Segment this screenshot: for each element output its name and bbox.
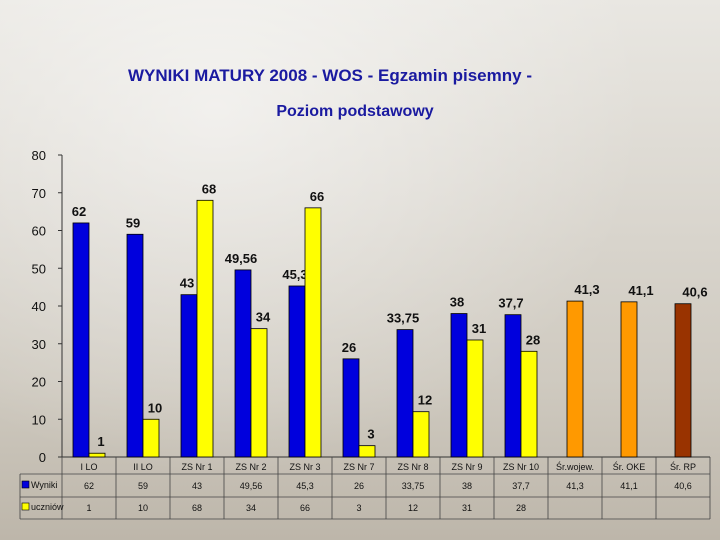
bar-uczniow — [466, 339, 484, 458]
bar-uczniow — [304, 207, 322, 458]
table-cell-wyniki: 45,3 — [296, 481, 314, 491]
y-tick-label: 70 — [32, 186, 46, 201]
bar-wyniki — [450, 313, 468, 458]
data-label-uczniow: 31 — [472, 321, 486, 336]
legend-label-uczniow: uczniów — [31, 502, 64, 512]
chart-subtitle: Poziom podstawowy — [276, 103, 434, 120]
legend-swatch-uczniow — [21, 502, 30, 511]
table-cell-wyniki: 37,7 — [512, 481, 530, 491]
table-cell-uczniow: 68 — [192, 503, 202, 513]
bar-wyniki — [674, 303, 692, 458]
category-label: ZS Nr 7 — [343, 462, 374, 472]
data-label-uczniow: 10 — [148, 400, 162, 415]
bar-wyniki — [342, 358, 360, 458]
y-tick-label: 50 — [32, 261, 46, 276]
y-tick-label: 30 — [32, 337, 46, 352]
bar-wyniki — [566, 300, 584, 458]
table-cell-wyniki: 38 — [462, 481, 472, 491]
table-cell-uczniow: 66 — [300, 503, 310, 513]
category-label: Śr.wojew. — [556, 461, 594, 472]
data-label-wyniki: 43 — [180, 276, 194, 291]
data-label-uczniow: 68 — [202, 181, 216, 196]
data-label-wyniki: 38 — [450, 295, 464, 310]
y-tick-label: 20 — [32, 375, 46, 390]
category-label: ZS Nr 9 — [451, 462, 482, 472]
category-label: ZS Nr 8 — [397, 462, 428, 472]
table-cell-wyniki: 43 — [192, 481, 202, 491]
data-label-wyniki: 41,3 — [574, 282, 599, 297]
category-label: ZS Nr 10 — [503, 462, 539, 472]
table-cell-wyniki: 33,75 — [402, 481, 425, 491]
category-label: ZS Nr 1 — [181, 462, 212, 472]
title-highlight: WOS — [322, 66, 363, 85]
table-cell-wyniki: 59 — [138, 481, 148, 491]
table-cell-wyniki: 41,1 — [620, 481, 638, 491]
data-label-wyniki: 41,1 — [628, 283, 653, 298]
y-tick-label: 40 — [32, 299, 46, 314]
data-label-wyniki: 45,3 — [282, 267, 307, 282]
table-cell-wyniki: 62 — [84, 481, 94, 491]
data-label-wyniki: 26 — [342, 340, 356, 355]
table-cell-uczniow: 31 — [462, 503, 472, 513]
bar-wyniki — [180, 294, 198, 458]
table-cell-wyniki: 40,6 — [674, 481, 692, 491]
data-label-wyniki: 37,7 — [498, 296, 523, 311]
table-cell-wyniki: 41,3 — [566, 481, 584, 491]
table-cell-uczniow: 1 — [86, 503, 91, 513]
data-label-uczniow: 3 — [367, 427, 374, 442]
title-part1: WYNIKI MATURY 2008 - — [128, 66, 323, 85]
bar-wyniki — [504, 314, 522, 458]
data-label-uczniow: 12 — [418, 393, 432, 408]
bar-uczniow — [358, 445, 376, 458]
category-label: I LO — [80, 462, 97, 472]
table-cell-wyniki: 26 — [354, 481, 364, 491]
data-label-wyniki: 33,75 — [387, 311, 420, 326]
table-cell-uczniow: 28 — [516, 503, 526, 513]
bar-uczniow — [196, 199, 214, 458]
legend-label-wyniki: Wyniki — [31, 480, 57, 490]
bar-wyniki — [620, 301, 638, 458]
data-label-wyniki: 40,6 — [682, 285, 707, 300]
data-label-wyniki: 62 — [72, 204, 86, 219]
bar-uczniow — [520, 350, 538, 458]
y-tick-label: 0 — [39, 450, 46, 465]
chart-title: WYNIKI MATURY 2008 - WOS - Egzamin pisem… — [0, 66, 660, 86]
bar-wyniki — [396, 329, 414, 458]
bar-wyniki — [288, 285, 306, 458]
y-tick-label: 60 — [32, 224, 46, 239]
bar-uczniow — [412, 411, 430, 458]
title-part2: - Egzamin pisemny - — [362, 66, 532, 85]
category-label: II LO — [133, 462, 153, 472]
table-cell-wyniki: 49,56 — [240, 481, 263, 491]
data-label-wyniki: 49,56 — [225, 251, 258, 266]
legend-swatch-wyniki — [21, 480, 30, 489]
table-cell-uczniow: 10 — [138, 503, 148, 513]
table-cell-uczniow: 34 — [246, 503, 256, 513]
bar-uczniow — [250, 328, 268, 458]
bar-wyniki — [72, 222, 90, 458]
bar-uczniow — [88, 452, 106, 458]
data-label-uczniow: 66 — [310, 189, 324, 204]
category-label: ZS Nr 2 — [235, 462, 266, 472]
y-tick-label: 80 — [32, 148, 46, 163]
category-label: Śr. RP — [670, 461, 696, 472]
bar-uczniow — [142, 418, 160, 458]
table-cell-uczniow: 3 — [356, 503, 361, 513]
table-cell-uczniow: 12 — [408, 503, 418, 513]
data-label-uczniow: 1 — [97, 434, 104, 449]
data-label-uczniow: 28 — [526, 332, 540, 347]
data-label-uczniow: 34 — [256, 310, 271, 325]
data-label-wyniki: 59 — [126, 215, 140, 230]
bar-wyniki — [126, 233, 144, 458]
category-label: ZS Nr 3 — [289, 462, 320, 472]
category-label: Śr. OKE — [613, 461, 646, 472]
bar-wyniki — [234, 269, 252, 458]
y-tick-label: 10 — [32, 412, 46, 427]
